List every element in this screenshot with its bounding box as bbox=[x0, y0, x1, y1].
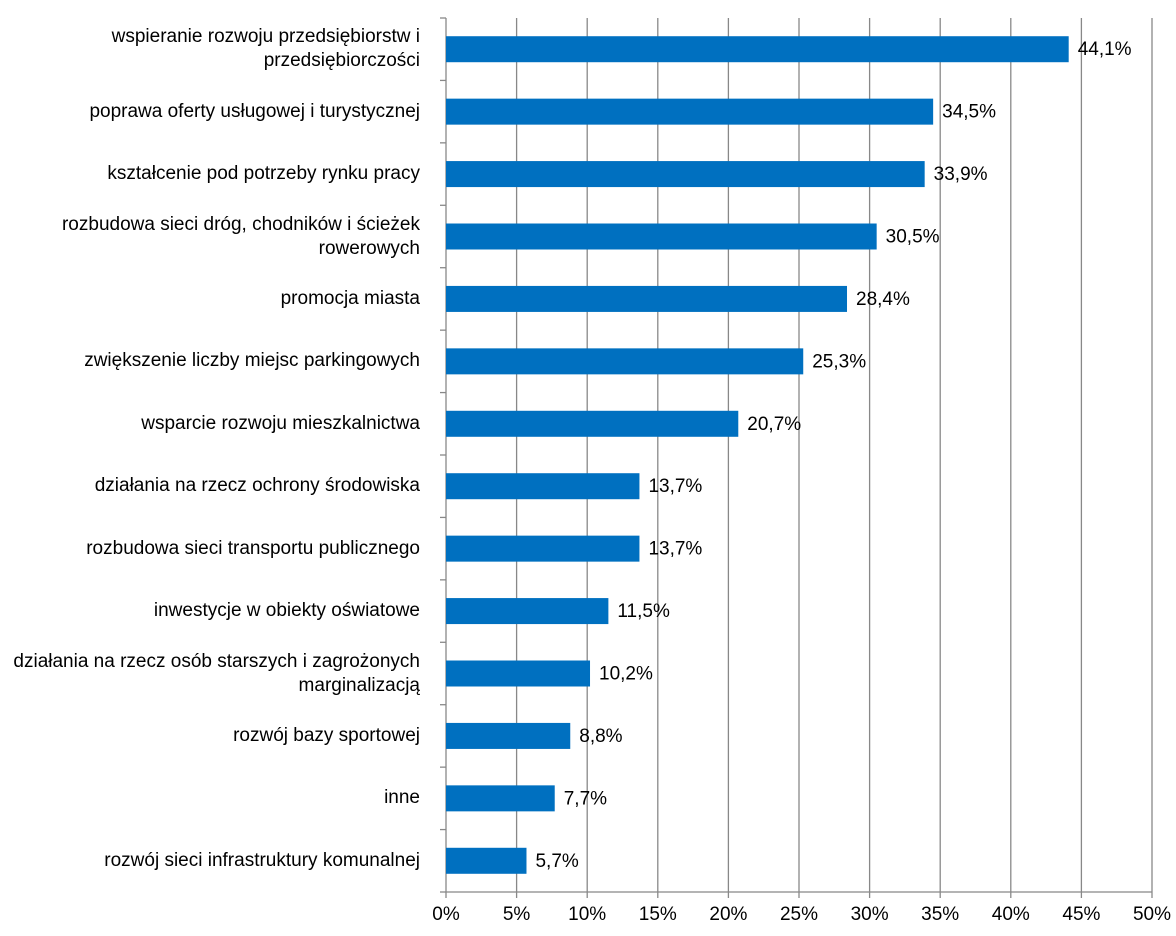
value-label: 8,8% bbox=[579, 726, 622, 747]
x-tick-label: 10% bbox=[568, 904, 606, 925]
value-label: 5,7% bbox=[535, 851, 578, 872]
y-tick-label: promocja miasta bbox=[280, 287, 420, 309]
y-tick-label: inne bbox=[384, 787, 420, 809]
bar bbox=[446, 285, 848, 312]
y-tick-label: działania na rzecz osób starszych i zagr… bbox=[13, 650, 420, 696]
bar bbox=[446, 785, 555, 812]
bar bbox=[446, 598, 609, 625]
bar bbox=[446, 98, 934, 125]
x-tick-label: 30% bbox=[851, 904, 889, 925]
y-tick-label: kształcenie pod potrzeby rynku pracy bbox=[107, 163, 420, 185]
x-tick-label: 20% bbox=[709, 904, 747, 925]
y-tick-label: poprawa oferty usługowej i turystycznej bbox=[89, 100, 420, 122]
y-tick-label: wspieranie rozwoju przedsiębiorstw i prz… bbox=[111, 26, 420, 72]
bar bbox=[446, 348, 804, 375]
bar bbox=[446, 223, 877, 250]
value-label: 7,7% bbox=[564, 788, 607, 809]
y-tick-label: zwiększenie liczby miejsc parkingowych bbox=[84, 350, 420, 372]
x-tick-label: 40% bbox=[992, 904, 1030, 925]
value-label: 30,5% bbox=[886, 227, 940, 248]
bar bbox=[446, 410, 739, 437]
x-tick-label: 45% bbox=[1062, 904, 1100, 925]
value-label: 25,3% bbox=[812, 351, 866, 372]
bar bbox=[446, 36, 1069, 63]
y-tick-label: rozwój bazy sportowej bbox=[233, 724, 420, 746]
bar bbox=[446, 847, 527, 874]
y-tick-label: inwestycje w obiekty oświatowe bbox=[153, 600, 420, 622]
value-label: 20,7% bbox=[747, 414, 801, 435]
value-label: 33,9% bbox=[934, 164, 988, 185]
value-label: 44,1% bbox=[1078, 39, 1132, 60]
bar bbox=[446, 660, 591, 687]
x-tick-label: 25% bbox=[780, 904, 818, 925]
bar bbox=[446, 473, 640, 500]
value-label: 28,4% bbox=[856, 289, 910, 310]
bar bbox=[446, 722, 571, 749]
value-label: 34,5% bbox=[942, 102, 996, 123]
x-tick-label: 35% bbox=[921, 904, 959, 925]
value-label: 10,2% bbox=[599, 664, 653, 685]
x-tick-label: 50% bbox=[1133, 904, 1171, 925]
x-tick-label: 0% bbox=[432, 904, 460, 925]
x-tick-label: 15% bbox=[639, 904, 677, 925]
y-tick-label: wsparcie rozwoju mieszkalnictwa bbox=[141, 412, 420, 434]
y-tick-label: rozbudowa sieci transportu publicznego bbox=[86, 537, 420, 559]
x-tick-label: 5% bbox=[503, 904, 531, 925]
bar bbox=[446, 161, 925, 188]
bar bbox=[446, 535, 640, 562]
value-label: 13,7% bbox=[648, 476, 702, 497]
y-tick-label: rozwój sieci infrastruktury komunalnej bbox=[104, 849, 420, 871]
value-label: 13,7% bbox=[648, 539, 702, 560]
y-tick-label: rozbudowa sieci dróg, chodników i ścieże… bbox=[61, 213, 420, 259]
y-tick-label: działania na rzecz ochrony środowiska bbox=[94, 475, 420, 497]
value-label: 11,5% bbox=[617, 601, 670, 622]
